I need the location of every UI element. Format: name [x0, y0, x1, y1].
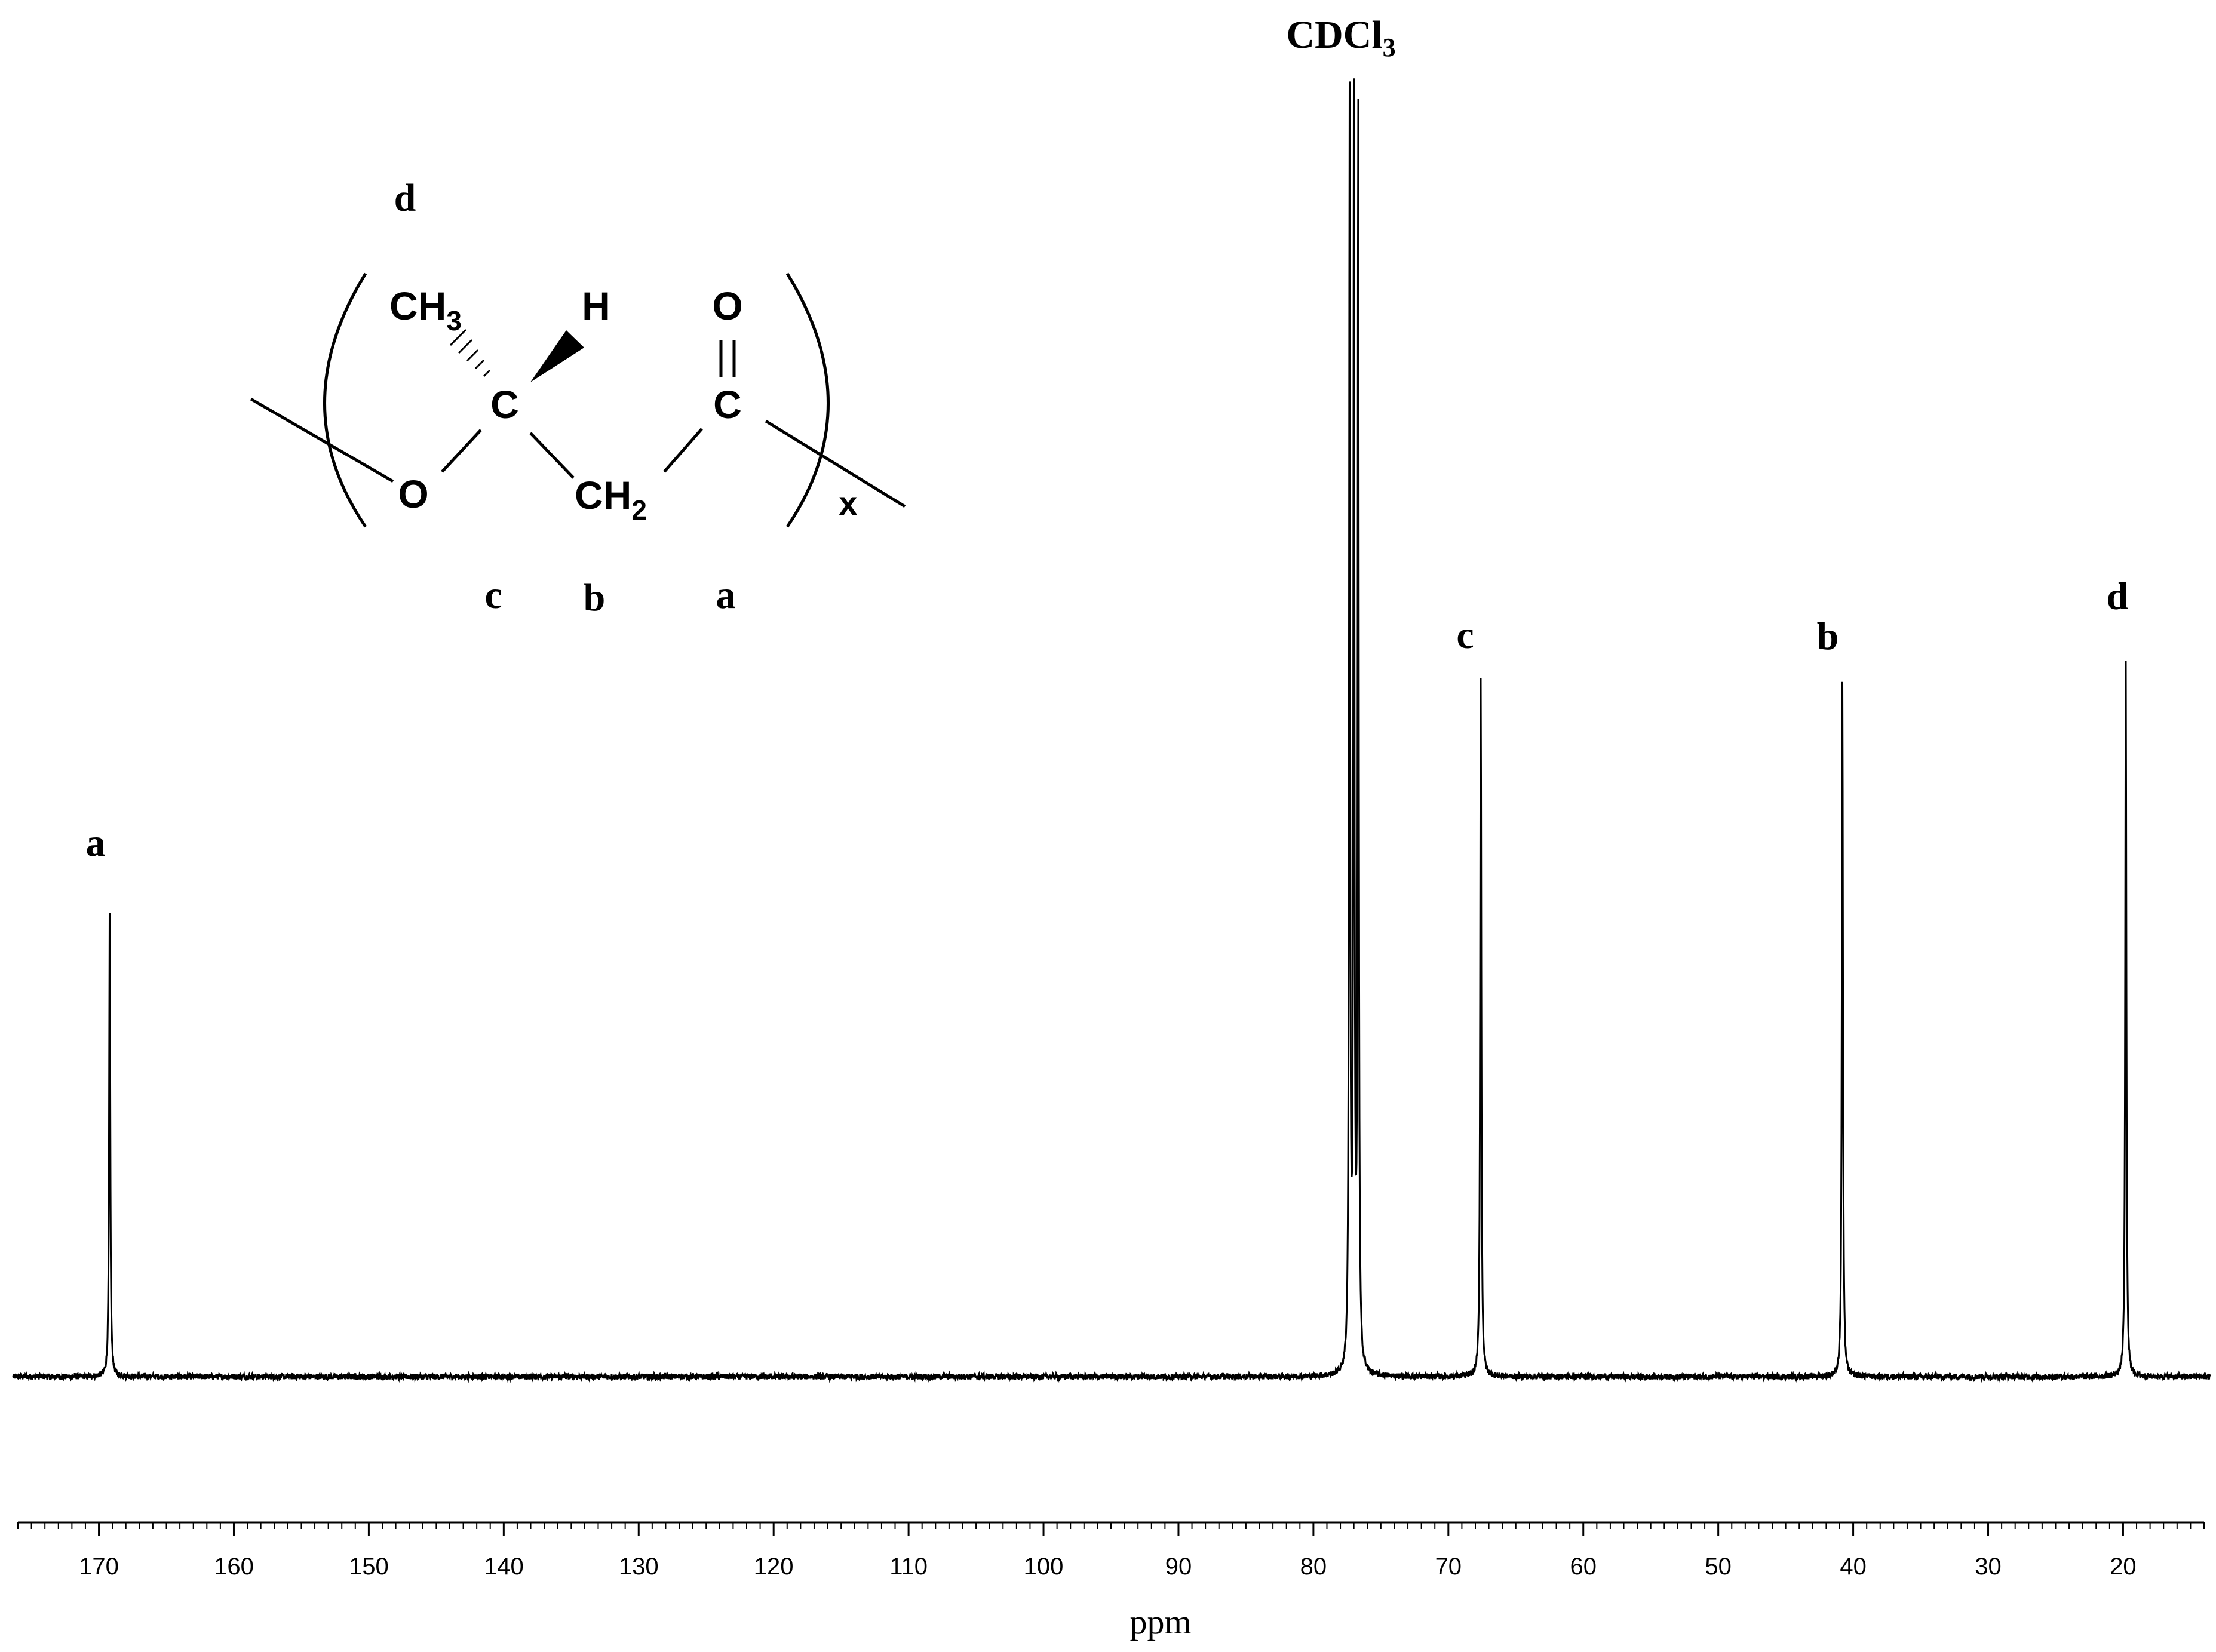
peak-label-b: b	[1817, 615, 1839, 658]
atom-ch2: CH2	[575, 473, 647, 526]
atom-o-carbonyl: O	[712, 284, 742, 328]
bond-c-ch2	[529, 432, 575, 479]
x-tick-label: 110	[889, 1553, 928, 1580]
x-tick-label: 80	[1300, 1553, 1327, 1580]
structure-label-a: a	[716, 573, 736, 617]
x-axis-ticks: 170 160 150 140 130 120 110 100 90 80 70 60 50 40 30 20	[17, 1522, 2205, 1580]
atom-h: H	[582, 284, 610, 328]
left-bracket	[323, 272, 367, 528]
peak-label-solvent: CDCl3	[1286, 13, 1395, 62]
bond-left-chain	[250, 397, 394, 483]
atom-c-chiral: C	[490, 382, 519, 426]
x-axis-title: ppm	[1130, 1602, 1191, 1641]
x-tick-label: 170	[79, 1553, 119, 1580]
right-bracket	[785, 272, 830, 528]
x-tick-label: 60	[1570, 1553, 1597, 1580]
x-tick-label: 70	[1435, 1553, 1462, 1580]
x-tick-label: 30	[1975, 1553, 2002, 1580]
wedge-bond-h	[530, 330, 584, 382]
x-tick-label: 150	[349, 1553, 389, 1580]
bond-ch2-c	[663, 428, 703, 473]
peak-label-d: d	[2107, 575, 2129, 618]
structure-label-d: d	[394, 176, 416, 220]
x-tick-label: 40	[1840, 1553, 1867, 1580]
atom-o-ester: O	[398, 472, 428, 516]
x-tick-label: 90	[1165, 1553, 1192, 1580]
x-tick-label: 120	[754, 1553, 794, 1580]
bond-o-c	[441, 429, 482, 473]
repeat-index-x: x	[839, 484, 857, 522]
peak-label-a: a	[86, 821, 106, 865]
atom-c-carbonyl: C	[713, 382, 742, 426]
peak-label-c: c	[1456, 613, 1474, 657]
x-tick-label: 160	[214, 1553, 254, 1580]
hashed-bond-ch3	[449, 328, 491, 377]
x-tick-label: 20	[2110, 1553, 2137, 1580]
structure-label-c: c	[484, 573, 502, 617]
atom-ch3: CH3	[389, 284, 462, 336]
x-tick-label: 130	[619, 1553, 659, 1580]
structure-label-b: b	[584, 576, 606, 619]
chemical-structure: d c b a CH3 H O C C O CH2 x	[250, 176, 906, 619]
x-tick-label: 140	[484, 1553, 524, 1580]
x-tick-label: 100	[1024, 1553, 1064, 1580]
bond-right-chain	[765, 419, 906, 508]
spectrum-trace	[12, 78, 2211, 1383]
x-tick-label: 50	[1705, 1553, 1732, 1580]
